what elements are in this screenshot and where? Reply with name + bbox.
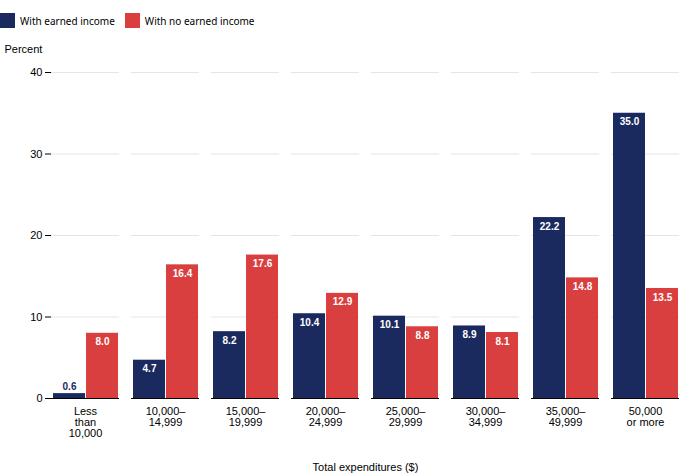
html-text:With no earned income: With no earned income [144,13,255,28]
svg-text:35.0: 35.0 [620,116,640,127]
svg-text:25,000–29,999: 25,000–29,999 [386,405,427,428]
svg-text:Lessthan10,000: Lessthan10,000 [69,405,103,439]
svg-text:13.5: 13.5 [653,292,673,303]
svg-text:40: 40 [30,66,42,78]
svg-text:8.1: 8.1 [496,336,510,347]
svg-text:8.8: 8.8 [416,330,430,341]
html-text:With earned income: With earned income [20,13,115,28]
svg-text:0.6: 0.6 [63,381,77,392]
svg-text:16.4: 16.4 [173,268,193,279]
svg-text:8.0: 8.0 [96,336,110,347]
svg-text:50,000or more: 50,000or more [627,405,665,428]
svg-text:4.7: 4.7 [143,363,157,374]
svg-text:0: 0 [36,392,42,404]
svg-text:20,000–24,999: 20,000–24,999 [306,405,347,428]
svg-text:14.8: 14.8 [573,281,593,292]
svg-text:10: 10 [30,311,42,323]
svg-text:8.9: 8.9 [463,329,477,340]
svg-text:8.2: 8.2 [223,335,237,346]
svg-text:22.2: 22.2 [540,221,560,232]
svg-text:30,000–34,999: 30,000–34,999 [466,405,507,428]
svg-text:17.6: 17.6 [253,258,273,269]
svg-text:10.4: 10.4 [300,317,320,328]
svg-text:30: 30 [30,148,42,160]
svg-text:Percent: Percent [5,43,43,55]
svg-text:10,000–14,999: 10,000–14,999 [146,405,187,428]
svg-text:12.9: 12.9 [333,296,353,307]
svg-text:10.1: 10.1 [380,319,400,330]
svg-text:20: 20 [30,229,42,241]
svg-text:Total expenditures ($): Total expenditures ($) [313,461,419,473]
svg-text:35,000–49,999: 35,000–49,999 [546,405,587,428]
svg-text:15,000–19,999: 15,000–19,999 [226,405,267,428]
